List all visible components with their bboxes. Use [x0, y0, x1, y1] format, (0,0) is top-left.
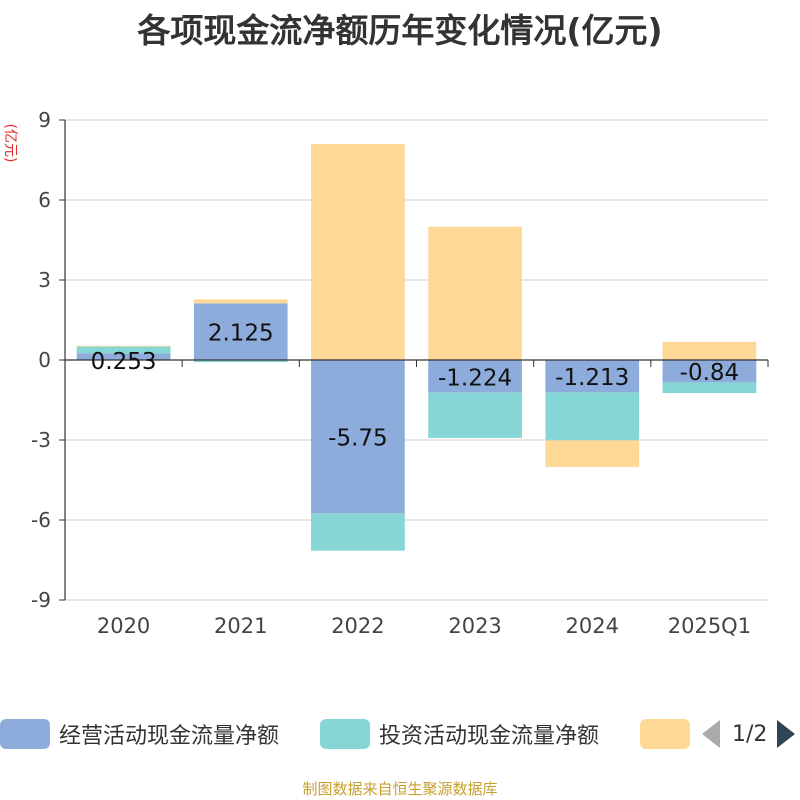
bar-2022-series-0 [311, 360, 405, 514]
legend-item-operating[interactable]: 经营活动现金流量净额 [0, 716, 279, 752]
bar-2023-series-1 [428, 392, 522, 438]
x-tick-label: 2021 [214, 614, 267, 638]
legend-label-operating: 经营活动现金流量净额 [59, 724, 280, 749]
bar-2020-series-1 [76, 346, 171, 354]
data-label: -5.75 [328, 426, 388, 452]
y-axis-label: (亿元) [2, 124, 18, 163]
y-tick-label: 0 [38, 348, 51, 372]
bar-2021-series-2 [193, 299, 288, 304]
legend-swatch-investing [320, 719, 370, 749]
bar-2023-series-2 [428, 226, 522, 360]
bar-series [76, 144, 757, 551]
legend-item-investing[interactable]: 投资活动现金流量净额 [320, 716, 599, 752]
bar-2024-series-0 [545, 360, 640, 393]
data-source-note: 制图数据来自恒生聚源数据库 [302, 780, 498, 798]
axes: 9 6 3 0 -3 -6 -9 2020 2021 2022 2023 2024 2025Q1 [31, 108, 769, 638]
y-tick-label: 6 [38, 188, 51, 212]
bar-2020-series-2 [76, 345, 171, 347]
bar-2021-series-1 [193, 360, 288, 363]
bar-2020-series-0 [76, 353, 171, 360]
y-tick-label: -3 [31, 428, 51, 452]
y-tick-label: 9 [38, 108, 51, 132]
legend-pager: 1/2 [702, 716, 796, 752]
data-labels: 0.253 2.125 -5.75 -1.224 -1.213 -0.84 [91, 321, 740, 452]
x-tick-label: 2024 [566, 614, 619, 638]
bar-2024-series-2 [545, 440, 640, 468]
legend-swatch-operating [0, 719, 50, 749]
bar-2023-series-0 [428, 360, 522, 393]
data-label: -1.224 [438, 365, 512, 391]
legend-page-indicator: 1/2 [732, 721, 768, 747]
bar-2021-series-0 [193, 303, 288, 360]
x-tick-label: 2023 [448, 614, 501, 638]
legend: 经营活动现金流量净额 投资活动现金流量净额 1/2 [0, 716, 800, 752]
x-tick-label: 2025Q1 [668, 614, 751, 638]
data-label: -0.84 [680, 360, 740, 386]
bar-2025Q1-series-2 [662, 341, 757, 360]
x-tick-label: 2022 [331, 614, 384, 638]
y-tick-label: 3 [38, 268, 51, 292]
bar-2024-series-1 [545, 392, 640, 441]
legend-swatch-financing [640, 719, 690, 749]
data-label: 0.253 [91, 349, 157, 375]
data-label: 2.125 [208, 321, 274, 347]
legend-prev-icon[interactable] [702, 720, 720, 748]
chart-title: 各项现金流净额历年变化情况(亿元) [137, 11, 663, 50]
legend-item-financing[interactable] [640, 716, 699, 752]
y-tick-label: -6 [31, 508, 51, 532]
bar-2025Q1-series-1 [662, 382, 757, 394]
legend-next-icon[interactable] [777, 720, 796, 748]
bar-2022-series-1 [311, 513, 405, 551]
x-tick-label: 2020 [97, 614, 150, 638]
y-tick-label: -9 [31, 588, 51, 612]
data-label: -1.213 [555, 365, 629, 391]
bar-2025Q1-series-0 [662, 360, 757, 383]
grid-lines [65, 119, 768, 601]
bar-2022-series-2 [311, 144, 405, 360]
legend-label-investing: 投资活动现金流量净额 [379, 724, 600, 749]
